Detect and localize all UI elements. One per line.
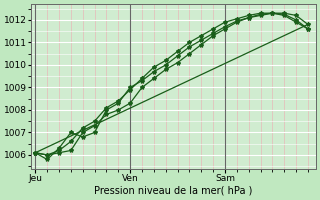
X-axis label: Pression niveau de la mer( hPa ): Pression niveau de la mer( hPa ) <box>94 186 253 196</box>
